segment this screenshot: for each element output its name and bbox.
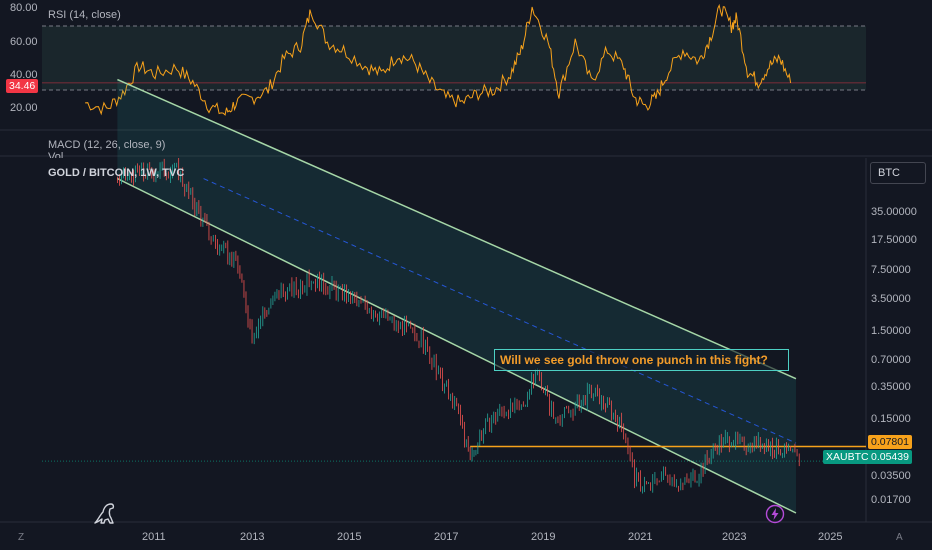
price-tick-8: 0.15000 xyxy=(871,413,911,425)
symbol-title[interactable]: GOLD / BITCOIN, 1W, TVC xyxy=(48,167,185,179)
rsi-tick-60: 60.00 xyxy=(10,36,38,48)
rsi-band xyxy=(42,26,866,90)
time-label-2017: 2017 xyxy=(434,531,459,543)
channel-fill xyxy=(117,79,796,514)
macd-title[interactable]: MACD (12, 26, close, 9) xyxy=(48,139,166,151)
price-tick-7: 0.35000 xyxy=(871,381,911,393)
time-label-2011: 2011 xyxy=(142,531,166,543)
time-label-2025: 2025 xyxy=(818,531,843,543)
annotation-text[interactable]: Will we see gold throw one punch in this… xyxy=(494,349,789,371)
rsi-current-badge: 34.46 xyxy=(6,79,39,93)
channel-midline xyxy=(203,178,797,444)
rsi-tick-20: 20.00 xyxy=(10,102,38,114)
price-tick-5: 1.50000 xyxy=(871,325,911,337)
price-tick-9: 0.03500 xyxy=(871,470,911,482)
rsi-tick-80: 80.00 xyxy=(10,2,38,14)
vol-label[interactable]: Vol xyxy=(48,151,64,158)
lightning-icon[interactable] xyxy=(765,504,785,524)
unit-selector[interactable]: BTC xyxy=(870,162,926,184)
time-label-2015: 2015 xyxy=(337,531,362,543)
price-candles xyxy=(116,158,800,494)
price-tick-10: 0.01700 xyxy=(871,494,911,506)
time-label-2019: 2019 xyxy=(531,531,556,543)
rsi-tick-40: 40.00 xyxy=(10,69,38,81)
price-tick-6: 0.70000 xyxy=(871,354,911,366)
rsi-title[interactable]: RSI (14, close) xyxy=(48,9,121,21)
price-tick-1: 35.00000 xyxy=(871,206,917,218)
channel-lower-line xyxy=(117,177,797,514)
rsi-line xyxy=(85,3,792,116)
dinosaur-logo-icon[interactable] xyxy=(92,500,118,526)
timezone-button[interactable]: Z xyxy=(18,532,25,543)
auto-scale-button[interactable]: A xyxy=(896,532,903,543)
time-label-2021: 2021 xyxy=(628,531,653,543)
channel-upper-line xyxy=(117,78,797,380)
symbol-badge: XAUBTC xyxy=(823,450,872,464)
level-price-badge: 0.07801 xyxy=(868,435,912,449)
time-label-2023: 2023 xyxy=(722,531,747,543)
time-label-2013: 2013 xyxy=(240,531,265,543)
price-tick-3: 7.50000 xyxy=(871,264,911,276)
last-price-badge: 0.05439 xyxy=(868,450,912,464)
price-tick-2: 17.50000 xyxy=(871,234,917,246)
price-tick-4: 3.50000 xyxy=(871,293,911,305)
